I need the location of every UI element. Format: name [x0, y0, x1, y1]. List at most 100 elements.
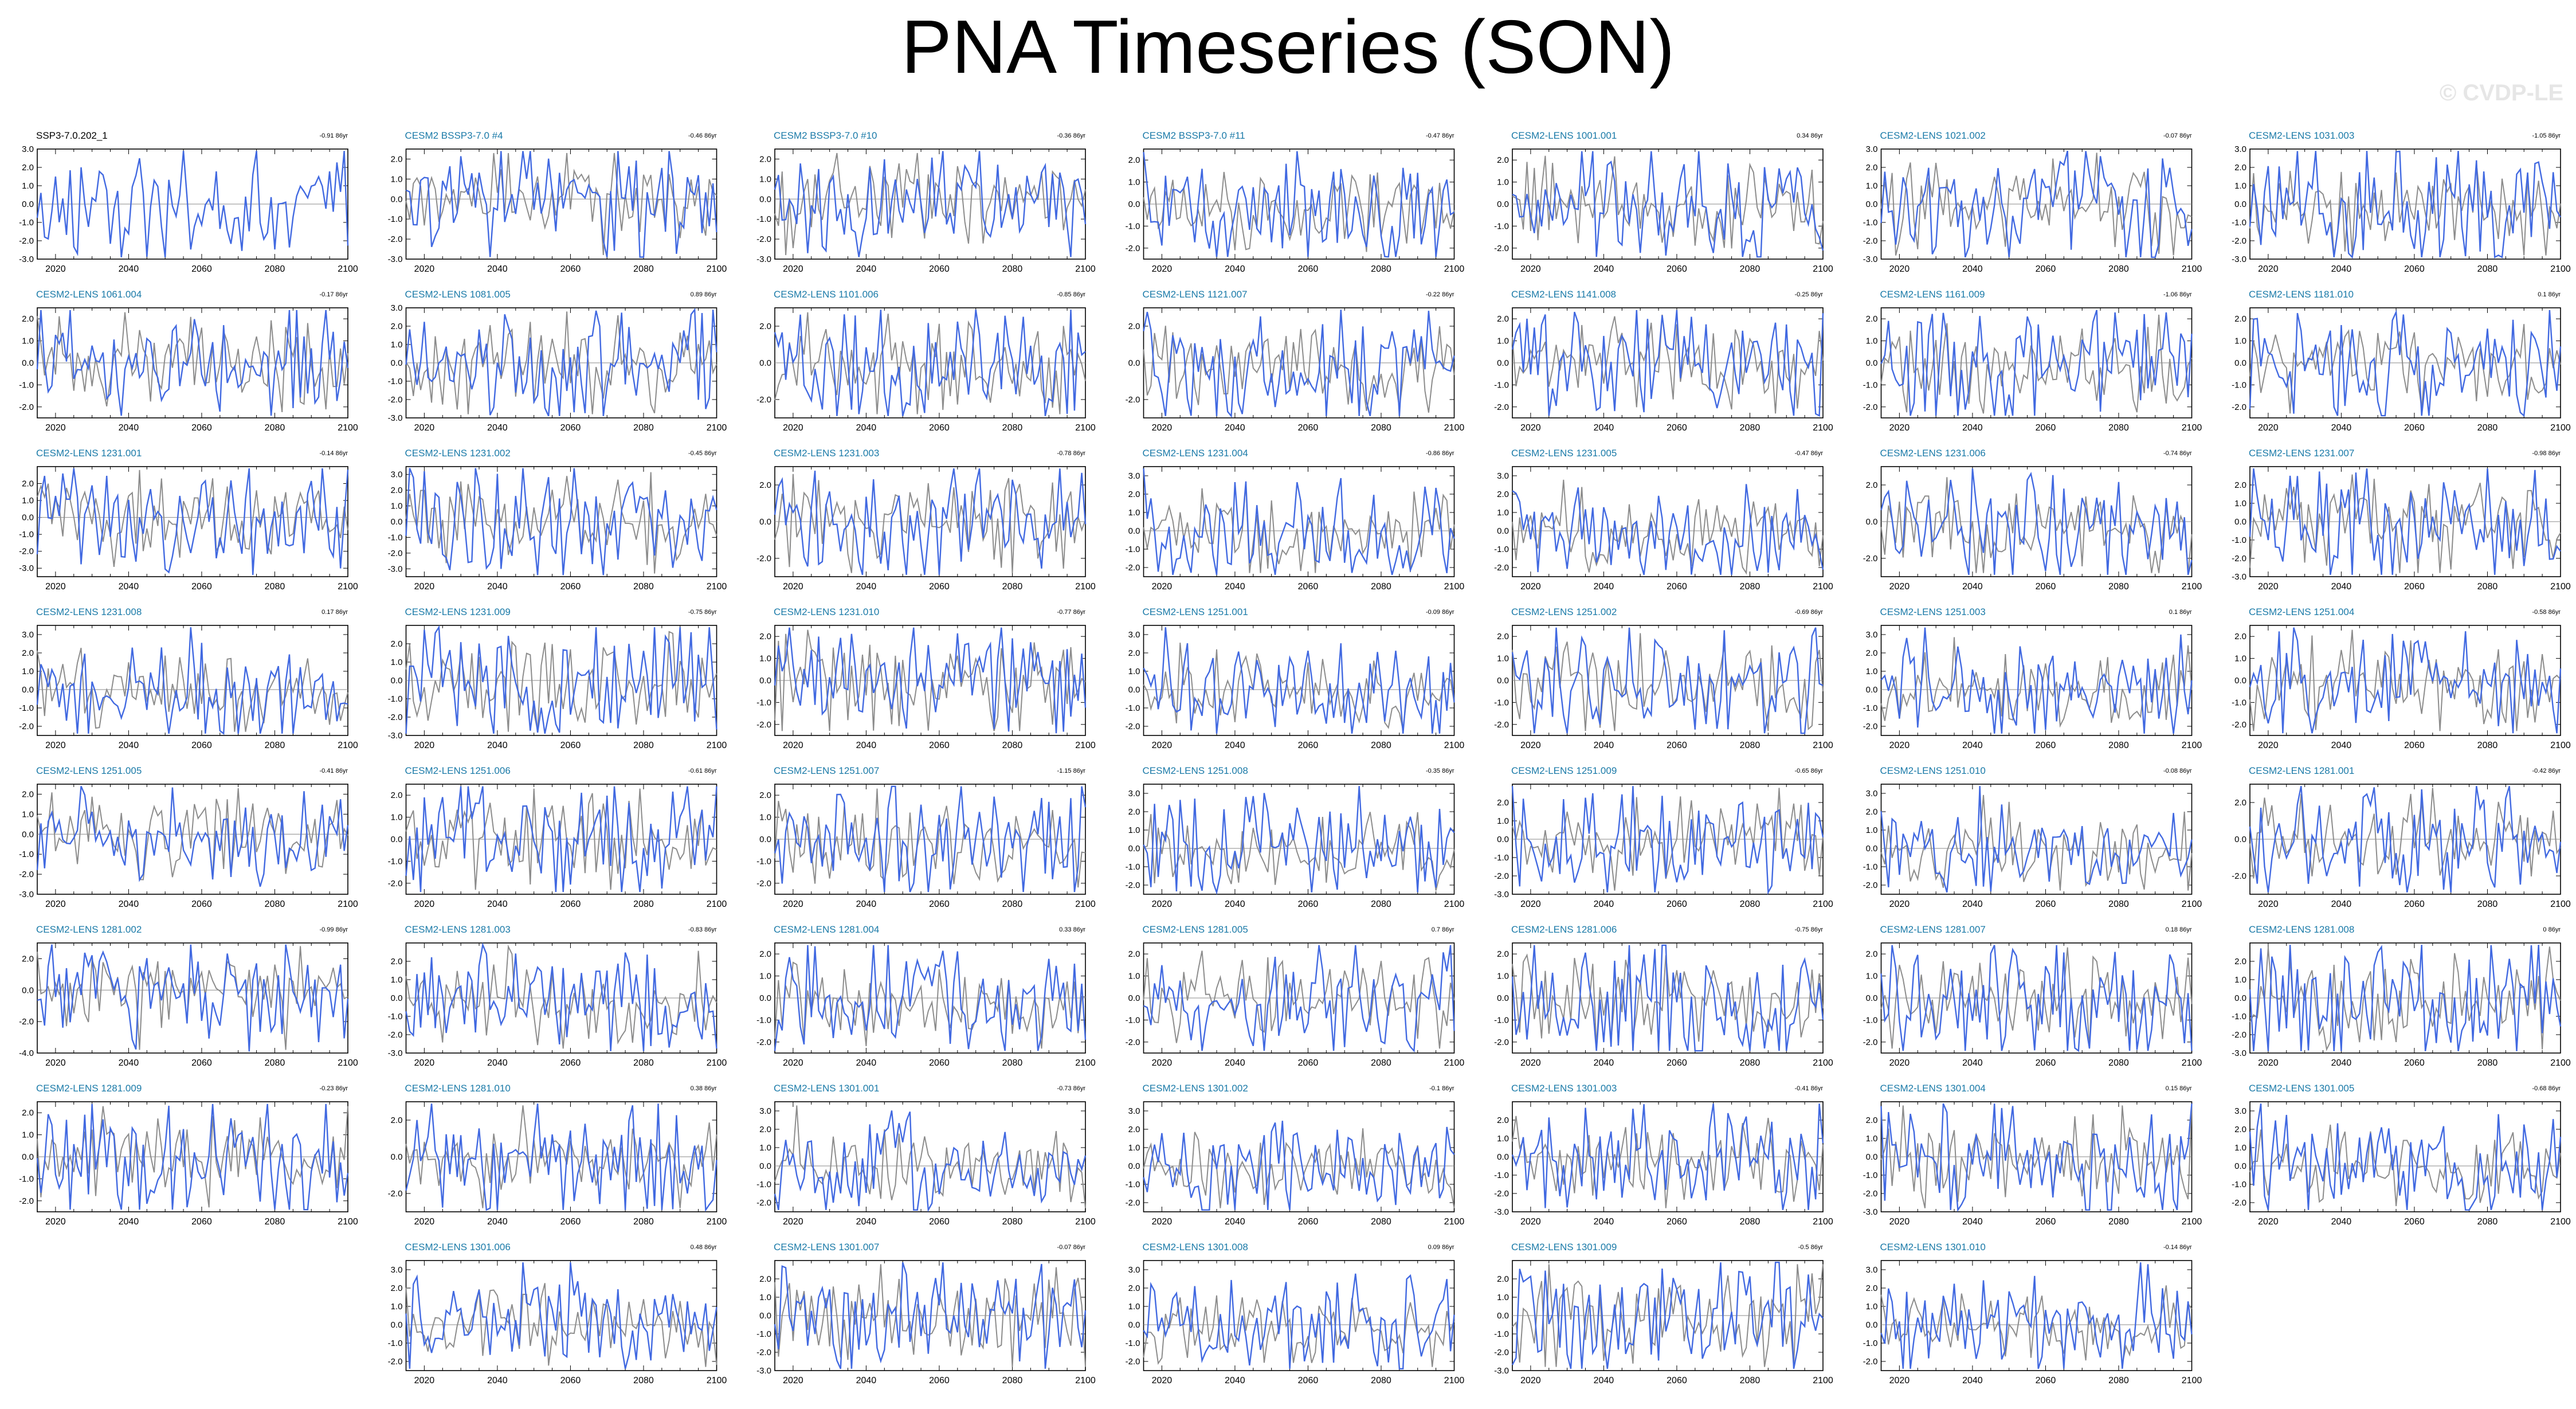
y-tick-label: 3.0 [22, 630, 34, 640]
panel-title: CESM2-LENS 1231.003 [774, 448, 879, 459]
x-tick-label: 2060 [1667, 1058, 1687, 1068]
member-series-line [1143, 468, 1455, 576]
x-tick-label: 2060 [1298, 423, 1319, 433]
member-series-line [774, 468, 1087, 576]
y-tick-label: 0.0 [22, 199, 34, 209]
y-tick-label: -2.0 [756, 234, 771, 244]
panel-title: CESM2-LENS 1251.010 [1880, 765, 1986, 776]
x-tick-label: 2060 [191, 899, 212, 909]
y-tick-label: 3.0 [391, 1265, 403, 1275]
x-tick-label: 2060 [2404, 899, 2425, 909]
x-tick-label: 2100 [707, 1376, 727, 1385]
y-tick-label: 0.0 [759, 358, 771, 368]
panel-trend: -0.75 86yr [688, 609, 717, 616]
member-series-line [1511, 944, 1824, 1052]
panel-title: CESM2-LENS 1251.004 [2249, 606, 2354, 617]
y-tick-label: 0.0 [391, 358, 403, 368]
member-series-line [2249, 945, 2562, 1052]
y-tick-label: -2.0 [2232, 1030, 2246, 1040]
x-tick-label: 2080 [2477, 1058, 2498, 1068]
panel-title: CESM2-LENS 1231.001 [36, 448, 142, 459]
panel-title: CESM2-LENS 1281.009 [36, 1083, 142, 1094]
panel-title: CESM2-LENS 1301.010 [1880, 1242, 1986, 1253]
x-tick-label: 2040 [2331, 582, 2352, 592]
y-tick-label: 0.0 [1497, 835, 1509, 844]
y-tick-label: 0.0 [1866, 844, 1878, 854]
y-tick-label: 1.0 [1497, 816, 1509, 826]
x-tick-label: 2040 [1225, 1058, 1245, 1068]
y-tick-label: 2.0 [1128, 1283, 1140, 1293]
panel-title: CESM2-LENS 1281.008 [2249, 924, 2354, 935]
y-tick-label: -1.0 [2232, 218, 2246, 228]
y-tick-label: -2.0 [1863, 880, 1878, 890]
x-tick-label: 2080 [265, 899, 285, 909]
panel-trend: 0.33 86yr [1059, 926, 1085, 933]
panel-trend: -0.23 86yr [319, 1085, 348, 1092]
x-tick-label: 2020 [783, 423, 803, 433]
panel-member-51: CESM2-LENS 1301.008 0.09 86yr 2020 2040 2060… [1126, 1242, 1465, 1385]
y-tick-label: -2.0 [1126, 1357, 1140, 1367]
panel-frame [405, 148, 717, 260]
x-tick-label: 2060 [2404, 1058, 2425, 1068]
x-tick-label: 2020 [783, 1058, 803, 1068]
member-series-line [774, 1262, 1087, 1369]
x-tick-label: 2060 [2404, 582, 2425, 592]
y-tick-label: 3.0 [1128, 630, 1140, 640]
y-tick-label: 3.0 [1866, 1265, 1878, 1275]
ensemble-series-line [405, 472, 717, 574]
y-tick-label: 1.0 [759, 654, 771, 664]
y-tick-label: 0.0 [759, 993, 771, 1003]
member-series-line [1511, 310, 1824, 417]
y-tick-label: -1.0 [1494, 1329, 1509, 1339]
panel-member-5: CESM2-LENS 1021.002 -0.07 86yr 2020 2040 206… [1863, 130, 2202, 274]
y-tick-label: -1.0 [1494, 221, 1509, 231]
x-tick-label: 2080 [1740, 582, 1761, 592]
y-tick-label: 0.0 [1866, 685, 1878, 695]
x-tick-label: 2020 [783, 264, 803, 274]
y-tick-label: 2.0 [2234, 163, 2246, 173]
x-tick-label: 2060 [191, 582, 212, 592]
y-tick-label: -1.0 [1863, 1015, 1878, 1025]
panel-title: CESM2-LENS 1121.007 [1143, 289, 1248, 300]
panel-frame [37, 625, 348, 736]
x-tick-label: 2080 [265, 741, 285, 750]
x-tick-label: 2080 [633, 899, 654, 909]
member-series-line [774, 310, 1086, 417]
panel-member-28: CESM2-LENS 1251.005 -0.41 86yr 2020 2040 206… [19, 765, 358, 909]
y-tick-label: 1.0 [391, 975, 403, 985]
x-tick-label: 2040 [119, 423, 139, 433]
x-tick-label: 2040 [487, 1217, 508, 1227]
y-tick-label: -3.0 [1494, 1366, 1509, 1376]
panel-title: CESM2-LENS 1251.008 [1143, 765, 1248, 776]
x-tick-label: 2040 [119, 582, 139, 592]
x-tick-label: 2080 [1002, 1058, 1023, 1068]
x-tick-label: 2060 [560, 899, 581, 909]
x-tick-label: 2060 [2404, 423, 2425, 433]
panel-trend: 0.1 86yr [2538, 291, 2561, 298]
x-tick-label: 2080 [2108, 899, 2129, 909]
y-tick-label: 0.0 [1128, 526, 1140, 536]
y-tick-label: 1.0 [1128, 178, 1140, 187]
y-tick-label: -3.0 [756, 255, 771, 264]
y-tick-label: -1.0 [756, 1329, 771, 1339]
y-tick-label: 1.0 [1497, 972, 1509, 981]
x-tick-label: 2100 [1813, 741, 1833, 750]
y-tick-label: 2.0 [22, 789, 34, 799]
y-tick-label: 0.0 [22, 829, 34, 839]
x-tick-label: 2020 [1152, 1058, 1173, 1068]
y-tick-label: 1.0 [759, 1143, 771, 1153]
y-tick-label: -2.0 [2232, 871, 2246, 881]
y-tick-label: 2.0 [22, 648, 34, 658]
y-tick-label: 1.0 [759, 972, 771, 981]
x-tick-label: 2020 [1152, 741, 1173, 750]
y-tick-label: 2.0 [1128, 1125, 1140, 1134]
panel-title: CESM2-LENS 1301.001 [774, 1083, 879, 1094]
x-tick-label: 2080 [1371, 741, 1391, 750]
x-tick-label: 2100 [1813, 1217, 1833, 1227]
y-tick-label: -2.0 [756, 1348, 771, 1357]
ensemble-series-line [37, 469, 348, 567]
member-series-line [1511, 627, 1824, 734]
y-tick-label: -2.0 [756, 879, 771, 889]
member-series-line [1512, 151, 1824, 258]
